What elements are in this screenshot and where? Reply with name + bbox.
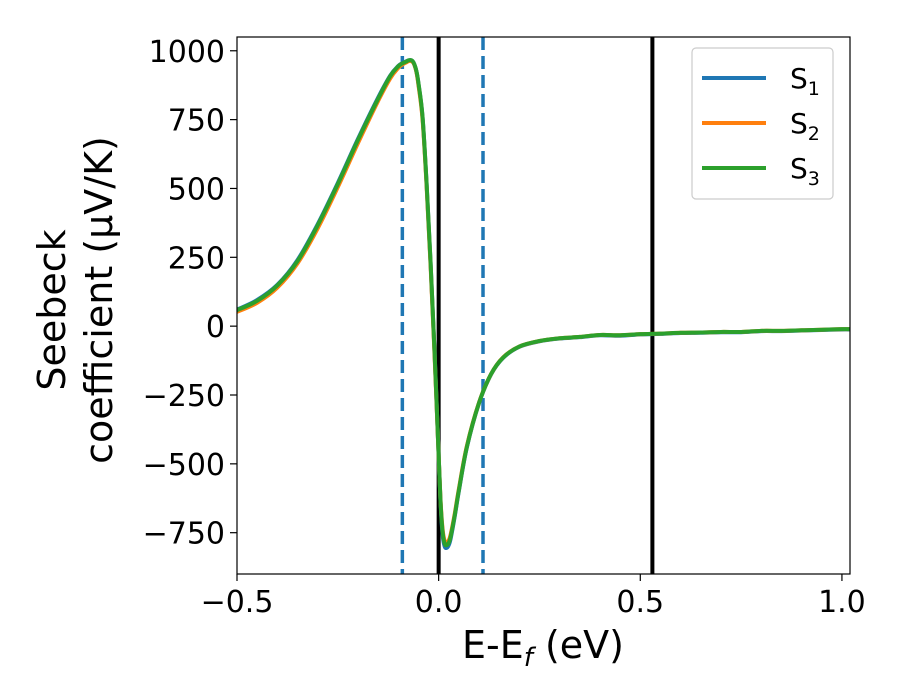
legend-label-main: S — [790, 107, 808, 140]
x-axis-label: E-Ef (eV) — [462, 623, 624, 673]
y-axis-ticks: 1000 750 500 250 0 −250 −500 −750 — [143, 35, 237, 552]
y-tick-label: −250 — [143, 379, 225, 414]
x-axis-ticks: −0.5 0.0 0.5 1.0 — [201, 574, 866, 620]
legend-label-2: S2 — [790, 107, 820, 145]
legend-label-sub: 1 — [808, 78, 820, 100]
legend-label-main: S — [790, 62, 808, 95]
x-tick-label: −0.5 — [201, 585, 274, 620]
legend-label-sub: 2 — [808, 123, 820, 145]
legend-label-3: S3 — [790, 152, 820, 190]
legend-label-sub: 3 — [808, 168, 820, 190]
legend-label-1: S1 — [790, 62, 820, 100]
series-line-3 — [237, 58, 850, 548]
x-axis-label-main: E-E — [462, 623, 524, 667]
y-tick-label: −750 — [143, 517, 225, 552]
y-axis-label-line2: coefficient (μV/K) — [77, 136, 121, 464]
x-axis-label-unit: (eV) — [533, 623, 624, 667]
plot-frame — [236, 36, 851, 575]
y-tick-label: 0 — [206, 310, 225, 345]
y-tick-label: 1000 — [149, 35, 225, 70]
x-tick-label: 1.0 — [818, 585, 866, 620]
legend-label-main: S — [790, 152, 808, 185]
y-tick-label: 500 — [168, 172, 225, 207]
y-tick-label: 750 — [168, 104, 225, 139]
y-axis-label-line1: Seebeck — [30, 229, 74, 390]
series-lines — [237, 58, 850, 551]
x-tick-label: 0.0 — [415, 585, 463, 620]
y-tick-label: 250 — [168, 241, 225, 276]
y-tick-label: −500 — [143, 448, 225, 483]
x-tick-label: 0.5 — [616, 585, 664, 620]
